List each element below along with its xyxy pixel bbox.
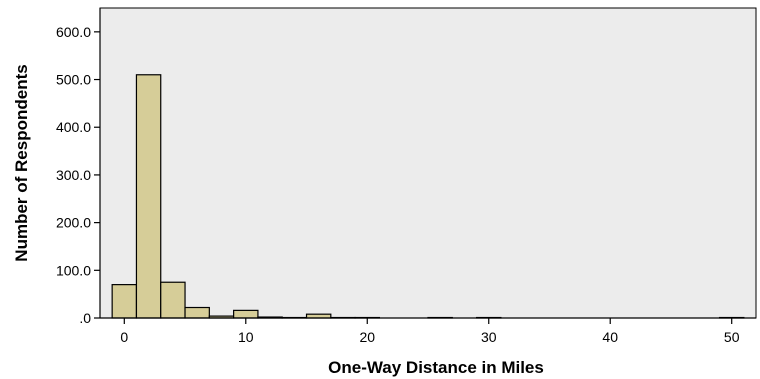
y-tick-label: 600.0 <box>56 24 91 40</box>
histogram-bar <box>135 74 162 319</box>
x-tick-label: 40 <box>602 329 618 345</box>
x-axis-title: One-Way Distance in Miles <box>328 358 544 377</box>
x-ticks-group: 0 10 20 30 40 50 <box>120 318 740 345</box>
x-tick-label: 50 <box>724 329 740 345</box>
y-tick-label: .0 <box>79 310 91 326</box>
histogram-bar <box>184 306 210 319</box>
y-ticks-group: .0 100.0 200.0 300.0 400.0 500.0 600.0 <box>56 24 100 326</box>
x-tick-label: 10 <box>238 329 254 345</box>
plot-area <box>99 7 757 319</box>
histogram-bar <box>111 284 138 319</box>
histogram-bar <box>160 281 186 319</box>
y-axis-title: Number of Respondents <box>12 64 31 261</box>
x-tick-label: 0 <box>120 329 128 345</box>
x-tick-label: 20 <box>359 329 375 345</box>
y-tick-label: 400.0 <box>56 119 91 135</box>
y-tick-label: 500.0 <box>56 72 91 88</box>
x-tick-label: 30 <box>481 329 497 345</box>
y-tick-label: 100.0 <box>56 262 91 278</box>
histogram-bar <box>233 309 259 319</box>
y-tick-label: 300.0 <box>56 167 91 183</box>
y-tick-label: 200.0 <box>56 215 91 231</box>
